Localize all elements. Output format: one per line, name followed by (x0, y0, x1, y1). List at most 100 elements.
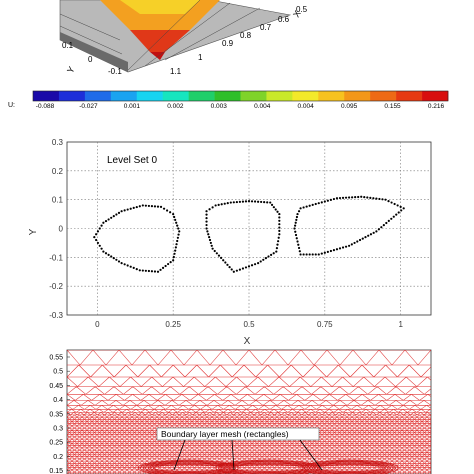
contour-point (112, 257, 115, 260)
contour-point (247, 265, 251, 268)
contour-point (358, 238, 362, 242)
chart-x-ticks: 0 0.25 0.5 0.75 1 (95, 320, 403, 329)
top-x-tick: 0.7 (260, 23, 272, 32)
contour-point (135, 205, 138, 209)
y-tick-label: 0.3 (52, 138, 64, 147)
x-tick-label: 0 (95, 320, 100, 329)
contour-point (178, 230, 181, 233)
contour-point (296, 212, 299, 216)
contour-point (232, 201, 235, 204)
contour-point (205, 220, 208, 223)
boundary-layer-ring (311, 462, 389, 474)
contour-point (323, 251, 326, 254)
contour-point (156, 270, 160, 273)
contour-point (250, 200, 254, 203)
contour-point (350, 243, 353, 246)
contour-point (344, 245, 348, 248)
contour-point (141, 204, 144, 207)
x-tick-label: 0.5 (243, 320, 255, 329)
contour-point (380, 226, 383, 229)
contour-point (302, 206, 305, 209)
top-x-ticks: 0.5 0.6 0.7 0.8 0.9 1 1.1 (170, 5, 308, 76)
contour-point (162, 207, 166, 210)
mesh-y-tick: 0.25 (49, 440, 63, 447)
contour-point (402, 207, 405, 210)
contour-point (172, 255, 175, 259)
contour-point (147, 204, 150, 208)
contour-point (276, 243, 279, 246)
contour-point (353, 241, 356, 245)
contour-point (253, 263, 257, 266)
colorbar-tick: 0.095 (341, 103, 358, 110)
level-set-chart: 0 0.25 0.5 0.75 1 0.3 0.2 0.1 0 -0.1 -0.2 -0.3 Lev… (28, 138, 432, 347)
contour-point (357, 195, 360, 199)
contour-point (208, 236, 211, 239)
contour-point (174, 246, 177, 249)
contour-point (176, 224, 179, 227)
contour-point (260, 200, 263, 204)
contour-point (247, 200, 251, 203)
contour-point (323, 200, 326, 203)
contour-point (299, 253, 302, 256)
contour-point (205, 213, 208, 216)
contour-point (120, 262, 123, 265)
contour-point (156, 205, 160, 208)
y-tick-label: -0.3 (49, 311, 63, 320)
contour-point (294, 221, 297, 224)
contour-point (390, 217, 393, 220)
contour-point (297, 210, 301, 213)
boundary-layer-ring (147, 462, 229, 474)
boundary-layer-ring (304, 460, 396, 474)
mesh-y-ticks: 0.55 0.5 0.45 0.4 0.35 0.3 0.25 0.2 0.15 (49, 355, 70, 474)
surface-cone-red (130, 30, 190, 52)
colorbar-swatch (396, 91, 423, 101)
surface-dark-wall (60, 32, 128, 72)
contour-point (277, 236, 280, 239)
colorbar-tick: -0.088 (36, 103, 55, 110)
contour-point (208, 208, 211, 211)
mesh-y-tick: 0.45 (49, 383, 63, 390)
contour-point (120, 210, 123, 213)
level-set-contour (93, 204, 181, 273)
contour-point (335, 248, 339, 251)
contour-point (129, 207, 132, 210)
boundary-layer-ring (218, 460, 318, 474)
contour-point (207, 233, 210, 236)
boundary-layer-ring (137, 459, 239, 474)
contour-point (272, 252, 275, 255)
colorbar-ticks: -0.088 -0.027 0.001 0.002 0.003 0.004 0.004 0.0… (36, 103, 445, 110)
contour-point (366, 196, 369, 199)
contour-point (364, 236, 367, 239)
level-set-contour (293, 195, 405, 256)
contour-point (174, 249, 177, 252)
contour-point (226, 263, 229, 266)
contour-point (132, 206, 135, 210)
contour-point (387, 219, 390, 222)
contour-point (229, 201, 232, 204)
contour-point (294, 224, 297, 227)
contour-point (205, 210, 208, 213)
top-x-axis-label: X (291, 9, 303, 19)
contour-point (95, 233, 98, 236)
y-tick-label: 0.2 (52, 167, 64, 176)
chart-series (93, 195, 405, 273)
contour-point (277, 240, 280, 243)
contour-point (295, 237, 298, 240)
contour-point (129, 265, 132, 268)
contour-point (332, 197, 336, 201)
contour-point (230, 268, 233, 271)
mesh-plot: 0.55 0.5 0.45 0.4 0.35 0.3 0.25 0.2 0.15 Boundar… (49, 349, 432, 474)
contour-point (100, 247, 103, 250)
contour-point (96, 241, 100, 245)
top-y-tick: 0 (88, 55, 93, 64)
contour-point (100, 224, 103, 227)
contour-point (102, 250, 105, 253)
colorbar-tick: 0.003 (211, 103, 228, 110)
contour-point (367, 234, 370, 237)
contour-point (147, 269, 150, 273)
y-tick-label: -0.2 (49, 282, 63, 291)
contour-point (107, 253, 110, 256)
contour-point (275, 250, 278, 253)
contour-point (107, 218, 110, 221)
contour-point (269, 201, 272, 204)
